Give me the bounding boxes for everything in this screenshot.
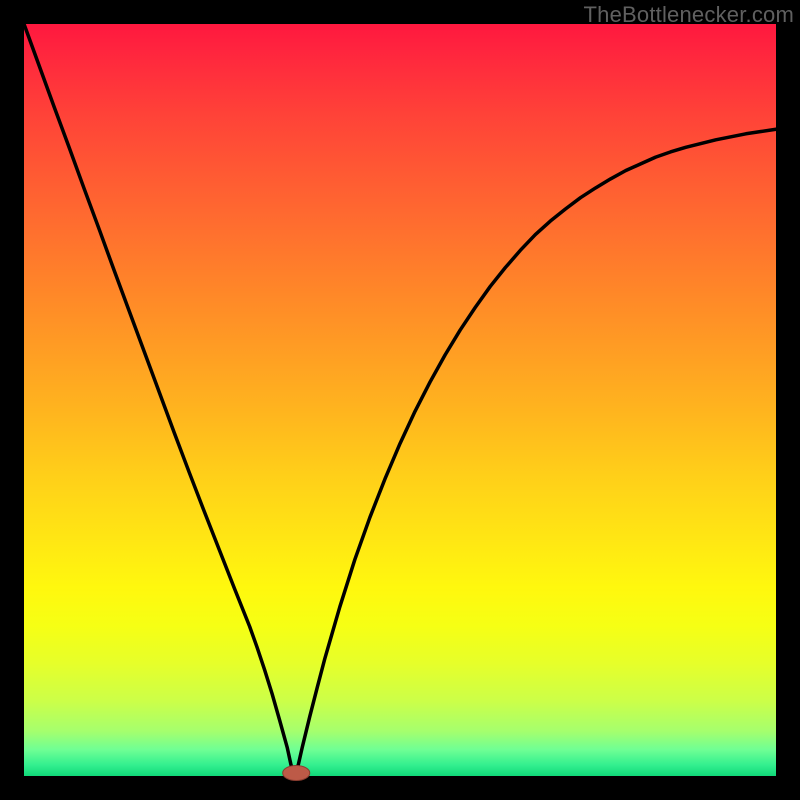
optimum-marker (283, 765, 310, 780)
bottleneck-chart (0, 0, 800, 800)
plot-background (24, 24, 776, 776)
watermark-text: TheBottlenecker.com (584, 2, 794, 28)
